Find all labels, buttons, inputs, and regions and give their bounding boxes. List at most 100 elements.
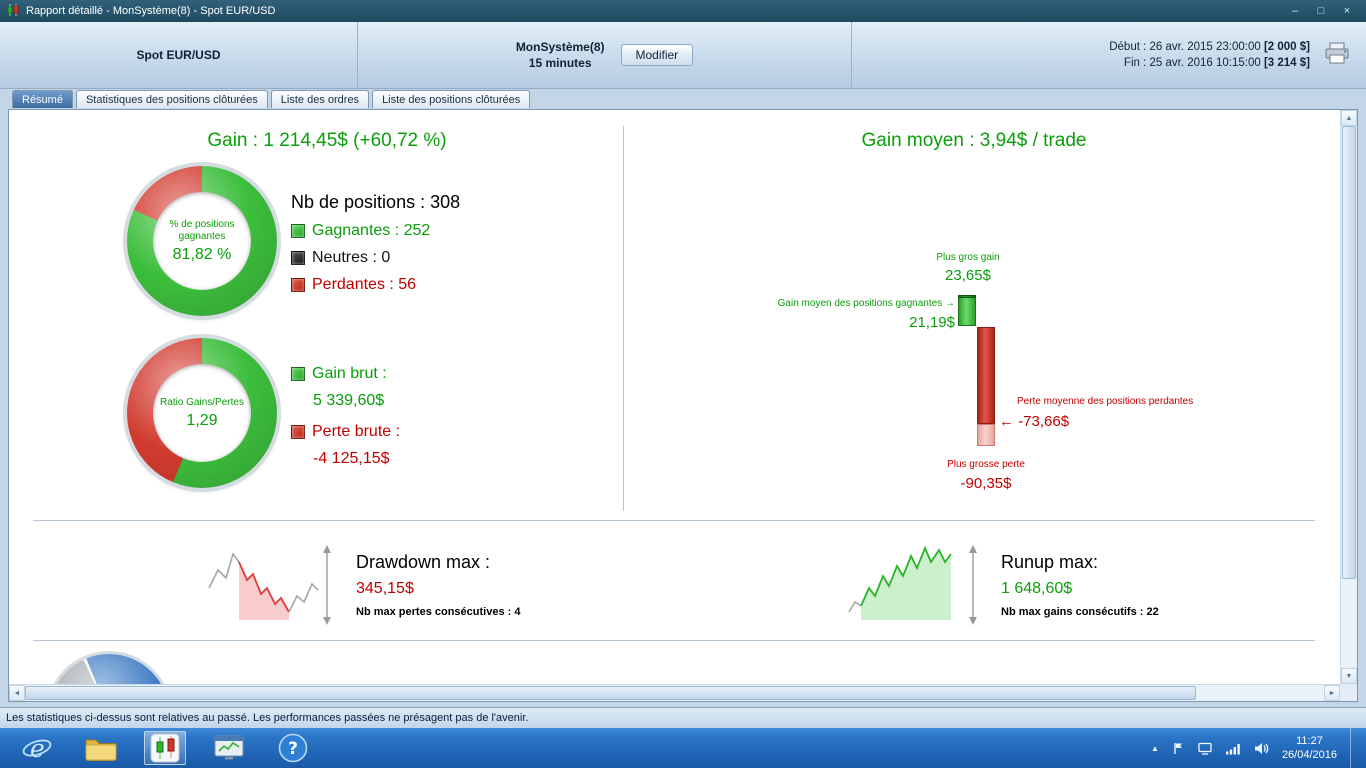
main-area: Gain : 1 214,45$ (+60,72 %) Gain moyen :… <box>0 108 1366 707</box>
print-icon[interactable] <box>1324 42 1350 69</box>
scroll-up-icon[interactable]: ▲ <box>1341 110 1357 126</box>
maximize-button[interactable]: □ <box>1317 5 1325 17</box>
avg-loss-label: Perte moyenne des positions perdantes <box>1017 396 1194 407</box>
show-desktop-button[interactable] <box>1350 728 1360 768</box>
losers-legend: Perdantes : 56 <box>291 276 416 294</box>
trading-app-icon[interactable] <box>144 731 186 765</box>
tray-volume-icon[interactable] <box>1254 742 1269 755</box>
horizontal-divider-2 <box>33 640 1315 641</box>
tab-resume[interactable]: Résumé <box>12 90 73 108</box>
vertical-scrollbar[interactable]: ▲ ▼ <box>1340 110 1357 684</box>
max-loss-label: Plus grosse perte <box>947 459 1025 470</box>
win-rate-donut-center: % de positions gagnantes 81,82 % <box>153 192 251 290</box>
winners-legend: Gagnantes : 252 <box>291 222 430 240</box>
tray-network-icon[interactable] <box>1225 742 1241 755</box>
horizontal-scroll-thumb[interactable] <box>25 686 1197 700</box>
svg-text:e: e <box>30 734 45 763</box>
system-cell: MonSystème(8) 15 minutes Modifier <box>358 22 852 88</box>
report-header: Spot EUR/USD MonSystème(8) 15 minutes Mo… <box>0 22 1366 89</box>
tray-display-icon[interactable] <box>1198 742 1212 755</box>
avg-loss-value: ← -73,66$ <box>999 413 1070 430</box>
losers-swatch-icon <box>291 278 305 292</box>
drawdown-value: 345,15$ <box>356 580 414 597</box>
max-loss-value: -90,35$ <box>960 475 1012 492</box>
ratio-donut: Ratio Gains/Pertes 1,29 <box>127 338 277 488</box>
runup-consecutive-gains: Nb max gains consécutifs : 22 <box>1001 606 1159 618</box>
instrument-name: Spot EUR/USD <box>136 48 221 62</box>
tray-flag-icon[interactable] <box>1172 742 1185 755</box>
window-controls: – □ × <box>1288 5 1360 17</box>
modify-button[interactable]: Modifier <box>620 44 694 66</box>
title-bar: Rapport détaillé - MonSystème(8) - Spot … <box>0 0 1366 22</box>
winners-swatch-icon <box>291 224 305 238</box>
ratio-donut-center: Ratio Gains/Pertes 1,29 <box>153 364 251 462</box>
status-bar: Les statistiques ci-dessus sont relative… <box>0 707 1366 728</box>
max-gain-label: Plus gros gain <box>936 252 1000 263</box>
avg-gain-label: Gain moyen des positions gagnantes → <box>777 298 955 309</box>
tab-liste-ordres[interactable]: Liste des ordres <box>270 90 370 108</box>
vertical-scroll-thumb[interactable] <box>1342 126 1356 580</box>
status-text: Les statistiques ci-dessus sont relative… <box>6 712 529 724</box>
max-gain-bar <box>958 294 976 326</box>
instrument-cell: Spot EUR/USD <box>0 22 358 88</box>
app-candlestick-icon <box>6 3 20 20</box>
period-cell: Début : 26 avr. 2015 23:00:00 [2 000 $] … <box>852 22 1366 88</box>
period-end: Fin : 25 avr. 2016 10:15:00 [3 214 $] <box>1123 57 1310 69</box>
workstation-app-icon[interactable] <box>208 731 250 765</box>
scroll-down-icon[interactable]: ▼ <box>1341 668 1357 684</box>
svg-text:?: ? <box>288 739 298 759</box>
average-gain-heading: Gain moyen : 3,94$ / trade <box>861 130 1087 151</box>
report-content: Gain : 1 214,45$ (+60,72 %) Gain moyen :… <box>9 110 1340 684</box>
drawdown-label: Drawdown max : <box>356 552 491 572</box>
max-gain-bar-cap <box>958 294 976 299</box>
gross-loss-swatch-icon <box>291 425 305 439</box>
max-loss-bar-extension <box>977 424 995 446</box>
close-button[interactable]: × <box>1343 5 1351 17</box>
positions-count: Nb de positions : 308 <box>291 192 461 212</box>
help-icon[interactable]: ? <box>272 731 314 765</box>
hidden-icons-chevron-icon[interactable]: ▲ <box>1151 743 1159 753</box>
gross-loss-value: -4 125,15$ <box>313 450 390 467</box>
drawdown-consecutive-losses: Nb max pertes consécutives : 4 <box>356 606 521 618</box>
partial-pie-chart <box>49 654 169 684</box>
tab-strip: Résumé Statistiques des positions clôtur… <box>0 89 1366 108</box>
runup-chart <box>845 540 985 633</box>
avg-loss-bar <box>977 327 995 425</box>
horizontal-scrollbar[interactable]: ◄ ► <box>9 684 1340 701</box>
gross-gain-value: 5 339,60$ <box>313 392 385 409</box>
drawdown-chart <box>205 540 335 633</box>
clock-time: 11:27 <box>1296 735 1323 747</box>
taskbar-clock[interactable]: 11:27 26/04/2016 <box>1282 734 1337 762</box>
scroll-right-icon[interactable]: ► <box>1324 685 1340 701</box>
system-timeframe: 15 minutes <box>528 56 592 70</box>
vertical-divider <box>623 126 624 511</box>
left-arrow-icon: ← <box>999 413 1014 430</box>
internet-explorer-icon[interactable]: e <box>16 731 58 765</box>
scroll-left-icon[interactable]: ◄ <box>9 685 25 701</box>
runup-label: Runup max: <box>1001 552 1099 572</box>
gross-gain-legend: Gain brut : <box>291 365 387 383</box>
win-rate-value: 81,82 % <box>172 245 232 263</box>
period-dates: Début : 26 avr. 2015 23:00:00 [2 000 $] … <box>1109 39 1310 71</box>
window-title: Rapport détaillé - MonSystème(8) - Spot … <box>26 5 276 17</box>
tab-statistiques-positions[interactable]: Statistiques des positions clôturées <box>75 90 268 108</box>
right-arrow-icon: → <box>945 298 955 309</box>
gross-loss-legend: Perte brute : <box>291 423 400 441</box>
gross-gain-swatch-icon <box>291 367 305 381</box>
max-gain-value: 23,65$ <box>945 267 991 284</box>
neutral-legend: Neutres : 0 <box>291 249 390 267</box>
ratio-value: 1,29 <box>186 411 218 429</box>
report-window: Rapport détaillé - MonSystème(8) - Spot … <box>0 0 1366 728</box>
system-block: MonSystème(8) 15 minutes <box>516 39 605 71</box>
period-start: Début : 26 avr. 2015 23:00:00 [2 000 $] <box>1109 41 1310 53</box>
horizontal-divider-1 <box>33 520 1315 521</box>
tab-liste-positions[interactable]: Liste des positions clôturées <box>372 90 531 108</box>
runup-value: 1 648,60$ <box>1001 580 1073 597</box>
file-explorer-icon[interactable] <box>80 731 122 765</box>
report-panel: Gain : 1 214,45$ (+60,72 %) Gain moyen :… <box>8 109 1358 702</box>
minimize-button[interactable]: – <box>1291 5 1299 17</box>
system-name: MonSystème(8) <box>515 40 605 54</box>
clock-date: 26/04/2016 <box>1281 749 1337 761</box>
scrollbar-corner <box>1340 684 1357 701</box>
